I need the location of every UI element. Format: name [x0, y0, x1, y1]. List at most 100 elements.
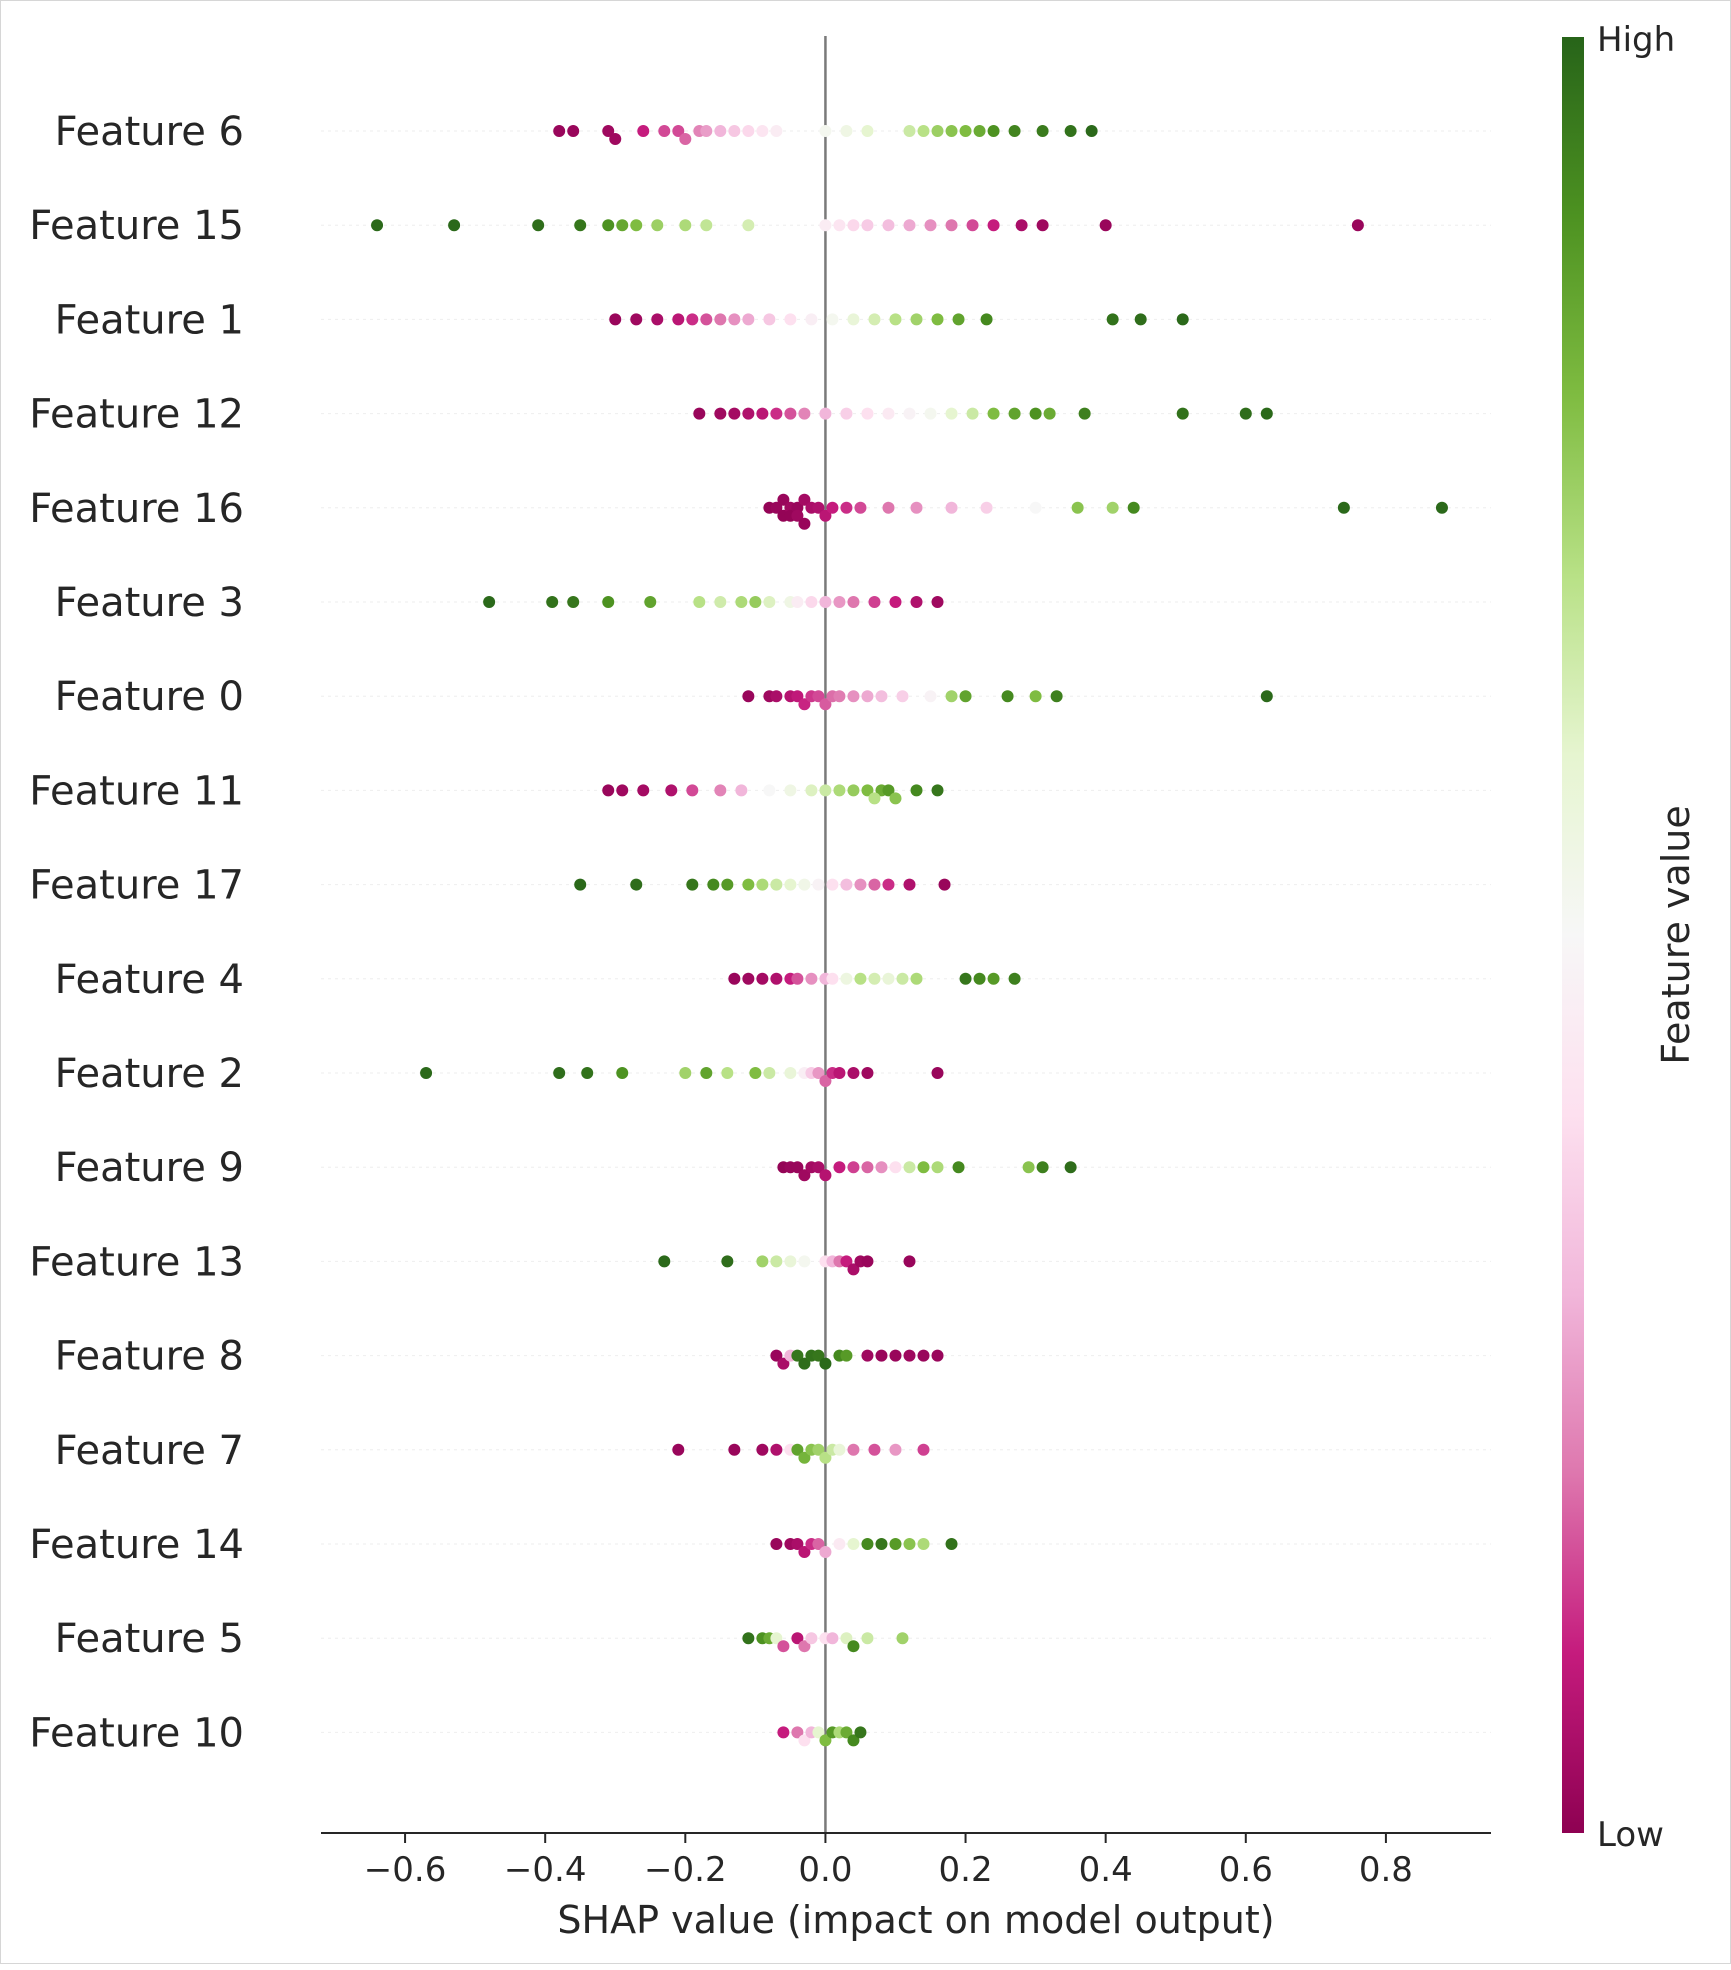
shap-point	[987, 125, 1000, 137]
shap-point	[805, 313, 818, 326]
shap-point	[672, 125, 685, 137]
shap-point	[861, 1161, 874, 1174]
colorbar	[1562, 37, 1584, 1833]
feature-label: Feature 0	[55, 674, 244, 720]
shap-point	[868, 792, 881, 805]
shap-point	[1176, 407, 1189, 420]
points-layer	[371, 125, 1448, 1747]
shap-point	[868, 313, 881, 326]
shap-point	[819, 784, 832, 797]
shap-point	[875, 690, 888, 703]
shap-point	[742, 219, 755, 232]
shap-point	[700, 125, 713, 137]
shap-point	[819, 509, 832, 522]
shap-point	[567, 596, 580, 608]
shap-point	[798, 493, 811, 506]
x-tick-label: −0.4	[504, 1850, 587, 1890]
shap-point	[896, 972, 909, 985]
shap-point	[903, 125, 916, 137]
shap-point	[693, 596, 706, 608]
shap-point	[686, 313, 699, 326]
shap-point	[756, 972, 769, 985]
shap-point	[987, 972, 1000, 985]
shap-point	[812, 1349, 825, 1362]
shap-point	[1106, 313, 1119, 326]
shap-point	[826, 313, 839, 326]
shap-point	[756, 407, 769, 420]
shap-point	[973, 972, 986, 985]
shap-point	[980, 313, 993, 326]
shap-point	[1106, 501, 1119, 514]
shap-point	[756, 125, 769, 137]
shap-point	[798, 1255, 811, 1268]
shap-point	[847, 1161, 860, 1174]
shap-point	[847, 690, 860, 703]
shap-point	[721, 1067, 734, 1079]
shap-point	[805, 784, 818, 797]
shap-point	[735, 784, 748, 797]
shap-point	[742, 125, 755, 137]
shap-point	[770, 501, 783, 514]
shap-point	[854, 1726, 867, 1739]
shap-point	[700, 219, 713, 232]
shap-point	[609, 133, 622, 145]
shap-point	[833, 784, 846, 797]
shap-point	[644, 596, 657, 608]
feature-label: Feature 5	[55, 1616, 244, 1662]
shap-point	[742, 690, 755, 703]
shap-point	[861, 1349, 874, 1362]
shap-point	[945, 125, 958, 137]
shap-point	[553, 1067, 566, 1079]
shap-point	[798, 517, 811, 530]
shap-point	[791, 1538, 804, 1550]
shap-point	[1050, 690, 1063, 703]
shap-point	[756, 878, 769, 891]
shap-point	[847, 1067, 860, 1079]
shap-point	[889, 1538, 902, 1550]
shap-point	[840, 407, 853, 420]
x-tick-label: −0.6	[364, 1850, 447, 1890]
shap-point	[931, 1161, 944, 1174]
shap-point	[917, 1161, 930, 1174]
shap-point	[420, 1067, 433, 1079]
shap-point	[791, 690, 804, 703]
shap-point	[770, 690, 783, 703]
shap-point	[770, 1538, 783, 1550]
shap-point	[812, 1067, 825, 1079]
shap-point	[602, 784, 615, 797]
feature-label: Feature 12	[29, 392, 244, 438]
shap-point	[1001, 690, 1014, 703]
shap-point	[931, 125, 944, 137]
feature-label: Feature 7	[55, 1428, 244, 1474]
shap-point	[784, 784, 797, 797]
shap-point	[679, 219, 692, 232]
shap-point	[924, 219, 937, 232]
shap-point	[819, 219, 832, 232]
shap-point	[742, 1632, 755, 1645]
shap-point	[721, 1255, 734, 1268]
shap-point	[952, 1161, 965, 1174]
shap-point	[784, 1255, 797, 1268]
shap-point	[805, 596, 818, 608]
shap-point	[791, 509, 804, 522]
shap-point	[833, 596, 846, 608]
shap-point	[910, 501, 923, 514]
shap-point	[945, 219, 958, 232]
shap-point	[679, 133, 692, 145]
shap-point	[616, 1067, 629, 1079]
shap-point	[819, 596, 832, 608]
shap-point	[826, 972, 839, 985]
shap-point	[574, 219, 587, 232]
shap-point	[784, 313, 797, 326]
shap-point	[749, 1067, 762, 1079]
shap-point	[812, 501, 825, 514]
shap-point	[742, 878, 755, 891]
shap-point	[721, 878, 734, 891]
shap-point	[700, 1067, 713, 1079]
shap-point	[980, 501, 993, 514]
shap-point	[1022, 1161, 1035, 1174]
shap-point	[805, 1632, 818, 1645]
shap-point	[952, 313, 965, 326]
shap-point	[651, 219, 664, 232]
shap-point	[959, 972, 972, 985]
